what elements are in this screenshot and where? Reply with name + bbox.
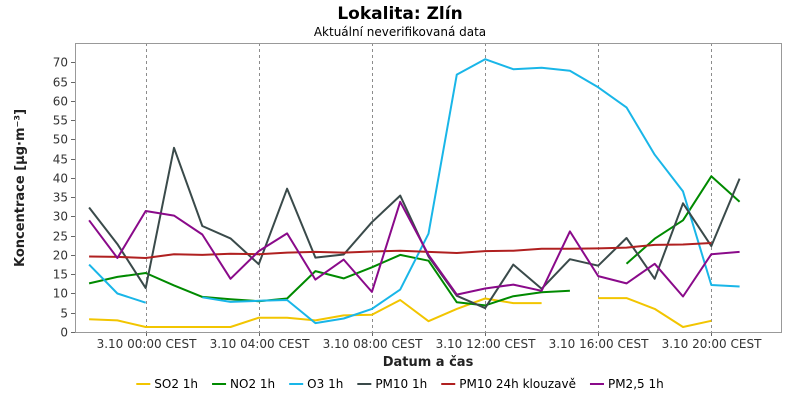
- y-tick-label: 30: [53, 210, 68, 224]
- legend-label: PM10 24h klouzavě: [459, 377, 576, 391]
- series-line: [88, 200, 740, 298]
- plot-area: [75, 43, 782, 332]
- series-line: [89, 242, 712, 259]
- y-axis-label: Koncentrace [µg·m⁻³]: [13, 109, 28, 267]
- axes: 3.10 00:00 CEST 3.10 04:00 CEST 3.10 08:00…: [53, 43, 782, 351]
- legend-label: NO2 1h: [230, 377, 275, 391]
- series-so2-1h: [89, 297, 712, 328]
- legend-label: SO2 1h: [154, 377, 198, 391]
- legend: SO2 1h NO2 1h O3 1h PM10 1h PM10 24h klouzav…: [136, 377, 664, 391]
- y-tick-label: 10: [53, 287, 68, 301]
- legend-label: PM2,5 1h: [608, 377, 664, 391]
- y-tick-label: 65: [53, 76, 68, 90]
- y-tick-label: 45: [53, 153, 68, 167]
- legend-label: PM10 1h: [375, 377, 427, 391]
- y-tick-label: 50: [53, 133, 68, 147]
- series-line: [88, 253, 570, 307]
- y-tick-label: 70: [53, 56, 68, 70]
- series-line: [88, 146, 741, 310]
- x-axis-label: Datum a čas: [383, 355, 474, 370]
- series-line: [89, 297, 542, 328]
- y-tick-label: 15: [53, 268, 68, 282]
- y-tick-label: 60: [53, 95, 68, 109]
- series-line: [625, 175, 741, 265]
- series-no2-1h: [88, 175, 741, 307]
- y-tick-label: 55: [53, 114, 68, 128]
- x-tick-label: 3.10 12:00 CEST: [436, 337, 537, 351]
- legend-label: O3 1h: [307, 377, 343, 391]
- series-pm2-5-1h: [88, 200, 740, 298]
- y-tick-label: 5: [60, 307, 68, 321]
- x-tick-label: 3.10 08:00 CEST: [323, 337, 424, 351]
- series-lines: [88, 58, 741, 328]
- chart-subtitle: Aktuální neverifikovaná data: [314, 25, 486, 39]
- y-tick-label: 25: [53, 230, 68, 244]
- x-tick-label: 3.10 16:00 CEST: [549, 337, 650, 351]
- series-o3-1h: [88, 58, 740, 325]
- y-tick-label: 20: [53, 249, 68, 263]
- chart-title: Lokalita: Zlín: [337, 4, 462, 24]
- y-tick-label: 40: [53, 172, 68, 186]
- y-tick-label: 0: [60, 326, 68, 340]
- series-line: [88, 263, 147, 304]
- y-tick-label: 35: [53, 191, 68, 205]
- series-line: [202, 58, 740, 325]
- x-tick-label: 3.10 00:00 CEST: [97, 337, 198, 351]
- plot-border: [75, 43, 782, 333]
- x-tick-label: 3.10 20:00 CEST: [662, 337, 763, 351]
- series-line: [598, 297, 712, 328]
- series-pm10-1h: [88, 146, 741, 310]
- x-tick-label: 3.10 04:00 CEST: [210, 337, 311, 351]
- series-pm10-24h-klouzav-: [89, 242, 712, 259]
